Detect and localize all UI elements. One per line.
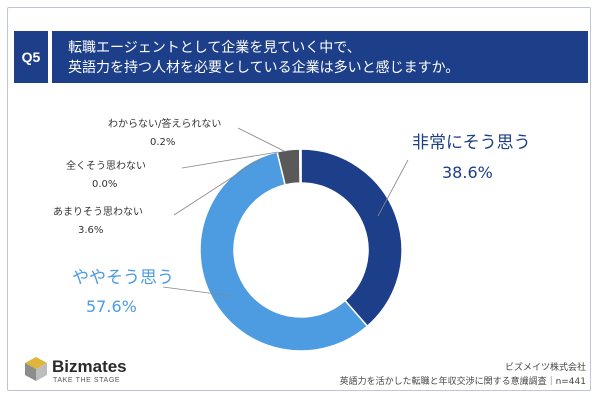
footer-company: ビズメイツ株式会社 bbox=[504, 363, 586, 373]
question-text: 転職エージェントとして企業を見ていく中で、 英語力を持つ人材を必要としている企業… bbox=[52, 31, 588, 83]
leader-somewhat bbox=[162, 286, 233, 297]
card-frame bbox=[7, 7, 591, 391]
slice-very-much bbox=[300, 148, 403, 328]
question-line-1: 転職エージェントとして企業を見ていく中で、 bbox=[68, 40, 361, 56]
leader-dont-know bbox=[237, 127, 287, 153]
question-number: Q5 bbox=[14, 31, 48, 83]
value-not-at-all: 0.0% bbox=[92, 179, 118, 190]
label-not-much: あまりそう思わない bbox=[53, 207, 143, 218]
leader-very-much bbox=[377, 159, 409, 217]
label-very-much: 非常にそう思う bbox=[412, 133, 531, 153]
footer-survey: 英語力を活かした転職と年収交渉に関する意識調査｜n=441 bbox=[339, 377, 586, 387]
value-dont-know: 0.2% bbox=[150, 137, 176, 148]
value-not-much: 3.6% bbox=[78, 225, 104, 236]
label-dont-know: わからない/答えられない bbox=[108, 119, 222, 130]
slice-somewhat bbox=[199, 150, 369, 352]
slice-dont-know bbox=[298, 148, 302, 184]
brand-tagline: TAKE THE STAGE bbox=[53, 377, 121, 384]
label-somewhat: ややそう思う bbox=[72, 268, 174, 288]
label-not-at-all: 全くそう思わない bbox=[66, 161, 146, 172]
leader-not-much bbox=[173, 157, 263, 216]
leader-not-at-all bbox=[181, 151, 279, 169]
value-very-much: 38.6% bbox=[442, 163, 493, 182]
value-somewhat: 57.6% bbox=[86, 297, 137, 316]
bizmates-logo-icon bbox=[25, 357, 47, 381]
brand-name: Bizmates bbox=[52, 357, 127, 376]
question-line-2: 英語力を持つ人材を必要としている企業は多いと感じますか。 bbox=[68, 60, 460, 76]
